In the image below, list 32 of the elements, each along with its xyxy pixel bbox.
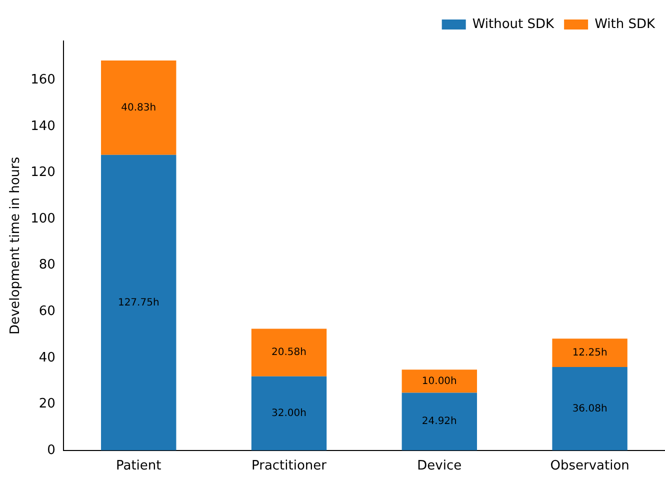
bar xyxy=(251,328,327,376)
bar xyxy=(402,392,478,450)
bar xyxy=(552,338,628,367)
x-tick-label: Observation xyxy=(550,458,630,474)
data-label: 10.00h xyxy=(422,376,457,387)
x-tick-label: Patient xyxy=(116,458,162,474)
y-tick-label: 100 xyxy=(30,211,56,226)
data-label: 24.92h xyxy=(422,416,457,428)
x-tick-label: Device xyxy=(417,458,462,474)
data-label: 32.00h xyxy=(272,408,306,419)
data-label: 127.75h xyxy=(118,297,160,308)
y-axis-title: Development time in hours xyxy=(8,156,24,335)
bar xyxy=(552,366,628,450)
y-tick-label: 160 xyxy=(30,72,56,88)
bar xyxy=(251,376,327,450)
y-tick-label: 20 xyxy=(38,396,56,412)
legend-label: With SDK xyxy=(594,16,656,32)
y-tick-label: 60 xyxy=(38,304,56,319)
y-tick-label: 120 xyxy=(30,165,56,180)
data-label: 20.58h xyxy=(272,347,306,358)
bar xyxy=(402,370,478,393)
data-label: 12.25h xyxy=(572,347,608,358)
y-tick-label: 40 xyxy=(38,350,56,366)
bar xyxy=(101,60,176,155)
bar xyxy=(101,154,176,450)
y-tick-label: 0 xyxy=(47,442,56,458)
data-label: 36.08h xyxy=(572,403,608,414)
x-tick-label: Practitioner xyxy=(251,458,328,474)
legend-label: Without SDK xyxy=(472,16,555,32)
y-tick-label: 80 xyxy=(38,258,56,273)
y-tick-label: 140 xyxy=(30,118,56,134)
data-label: 40.83h xyxy=(121,102,156,114)
